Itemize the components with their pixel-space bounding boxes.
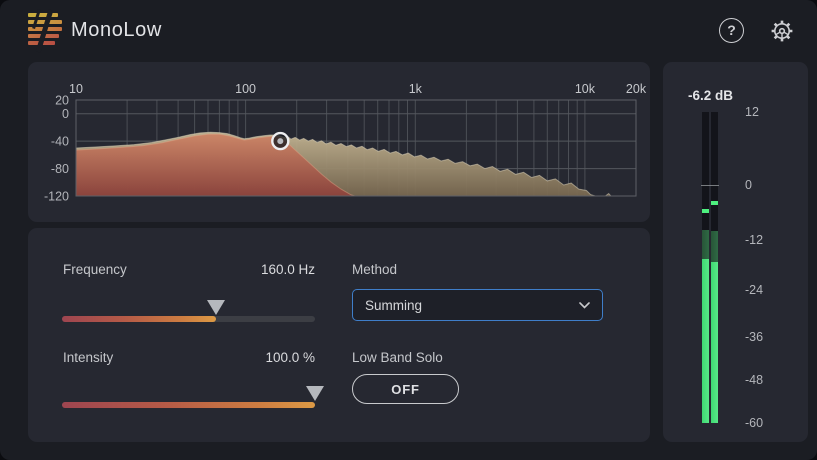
frequency-slider-fill xyxy=(62,316,216,322)
freq-tick-label: 1k xyxy=(409,82,423,96)
meter-panel: -6.2 dB 12 0 -12 -24 -36 -48 -60 xyxy=(663,62,808,442)
frequency-label: Frequency xyxy=(63,262,127,277)
meter-tick-label: 0 xyxy=(745,178,752,192)
help-button[interactable]: ? xyxy=(718,17,746,45)
controls-panel: Frequency 160.0 Hz Method Summing Intens… xyxy=(28,228,650,442)
meter-tick-label: -12 xyxy=(745,233,764,247)
frequency-slider[interactable] xyxy=(62,300,315,322)
chevron-down-icon xyxy=(579,301,590,309)
monolow-logo xyxy=(28,8,62,53)
db-tick-label: -120 xyxy=(44,190,69,204)
method-label: Method xyxy=(352,262,398,277)
spectrum-analyzer[interactable]: 10 100 1k 10k 20k 200 -40 -80 -120 xyxy=(28,62,650,222)
freq-tick-label: 20k xyxy=(626,82,647,96)
db-tick-label: -80 xyxy=(51,162,69,176)
spectrum-panel: 10 100 1k 10k 20k 20 0 -40 -80 -120 xyxy=(28,62,650,222)
spectrum-low-band xyxy=(76,134,355,196)
intensity-slider-fill xyxy=(62,402,315,408)
frequency-value: 160.0 Hz xyxy=(260,262,315,277)
peak-indicator-left xyxy=(702,208,709,213)
low-band-solo-label: Low Band Solo xyxy=(352,350,443,365)
db-tick-label: 20 xyxy=(55,94,69,108)
meter-channel-right xyxy=(711,112,718,423)
meter-tick-label: 12 xyxy=(745,105,759,119)
intensity-slider-handle[interactable] xyxy=(306,386,324,401)
meter-tick-label: -36 xyxy=(745,330,764,344)
help-icon: ? xyxy=(719,18,744,43)
freq-tick-label: 10 xyxy=(69,82,83,96)
frequency-slider-handle[interactable] xyxy=(206,300,225,315)
meter-readout: -6.2 dB xyxy=(687,88,733,103)
freq-tick-label: 10k xyxy=(575,82,596,96)
method-selected-value: Summing xyxy=(365,297,423,313)
intensity-slider[interactable] xyxy=(62,386,324,408)
meter-zero-line xyxy=(701,185,719,186)
level-meter xyxy=(701,112,719,423)
meter-tick-label: -60 xyxy=(745,416,764,430)
settings-button[interactable] xyxy=(768,17,796,45)
low-band-solo-button[interactable]: OFF xyxy=(352,374,459,404)
db-tick-label: 0 xyxy=(62,107,69,121)
intensity-value: 100.0 % xyxy=(265,350,315,365)
db-tick-label: -40 xyxy=(51,135,69,149)
method-dropdown[interactable]: Summing xyxy=(352,289,603,321)
crossover-handle-dot xyxy=(277,138,284,145)
meter-tick-label: -24 xyxy=(745,283,764,297)
meter-tick-label: -48 xyxy=(745,373,764,387)
meter-channel-left xyxy=(702,112,709,423)
peak-indicator-right xyxy=(711,201,718,206)
freq-tick-label: 100 xyxy=(235,82,256,96)
gear-icon xyxy=(771,20,793,42)
page-title: MonoLow xyxy=(71,19,162,41)
header-bar: MonoLow ? xyxy=(0,0,817,60)
intensity-label: Intensity xyxy=(63,350,114,365)
